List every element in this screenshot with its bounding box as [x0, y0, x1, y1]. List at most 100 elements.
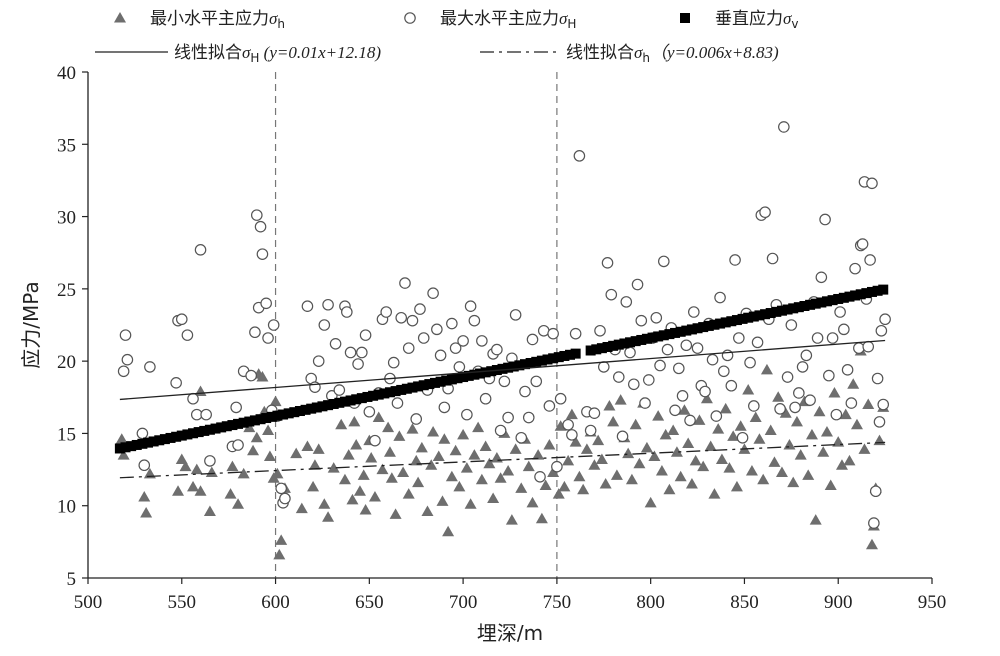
triangle-point-127 — [652, 410, 665, 421]
square-point-22 — [238, 417, 249, 428]
triangle-point-145 — [719, 402, 732, 414]
legend-label-2: 最大水平主应力σH — [440, 9, 576, 31]
square-point-2 — [126, 441, 137, 452]
square-point-68 — [497, 363, 508, 374]
square-point-94 — [653, 331, 664, 342]
circle-point-84 — [498, 375, 511, 388]
square-point-106 — [720, 317, 731, 328]
circle-point-139 — [718, 365, 730, 378]
circle-point-121 — [650, 311, 663, 324]
circle-point-185 — [871, 372, 884, 385]
triangle-point-104 — [565, 408, 578, 420]
square-point-25 — [255, 414, 266, 425]
square-point-3 — [131, 439, 142, 450]
y-tick-label-35: 35 — [57, 135, 76, 156]
triangle-point-138 — [693, 414, 706, 425]
triangle-point-56 — [383, 446, 396, 457]
triangle-point-159 — [772, 391, 785, 402]
circle-point-17 — [232, 439, 244, 451]
triangle-point-53 — [372, 411, 385, 423]
circle-point-8 — [175, 313, 188, 326]
circle-point-93 — [534, 470, 546, 483]
triangle-point-57 — [385, 472, 398, 483]
square-point-28 — [272, 410, 283, 421]
y-tick-label-40: 40 — [57, 63, 76, 84]
square-point-27 — [266, 411, 277, 422]
triangle-point-6 — [175, 453, 188, 464]
y-tick-label-30: 30 — [57, 208, 76, 229]
circle-point-59 — [402, 342, 415, 354]
circle-point-172 — [841, 364, 854, 376]
square-point-52 — [407, 382, 418, 393]
triangle-point-75 — [453, 480, 466, 492]
circle-point-123 — [657, 255, 670, 268]
triangle-point-93 — [522, 460, 535, 472]
circle-point-143 — [733, 332, 745, 344]
square-point-18 — [216, 422, 227, 433]
triangle-point-124 — [640, 441, 653, 453]
circle-point-36 — [312, 355, 325, 367]
square-point-71 — [514, 360, 525, 371]
triangle-point-28 — [271, 467, 284, 479]
triangle-point-43 — [342, 449, 355, 460]
square-point-8 — [159, 434, 170, 445]
square-point-49 — [390, 386, 401, 397]
circle-point-97 — [551, 460, 563, 473]
square-point-78 — [553, 352, 564, 363]
triangle-point-111 — [592, 434, 605, 446]
triangle-point-137 — [689, 454, 702, 466]
circle-point-83 — [494, 424, 507, 437]
circle-point-2 — [121, 353, 134, 366]
y-tick-label-10: 10 — [57, 497, 76, 518]
axes: 500 550 600 650 700 750 800 850 900 950 5 10 15 20 25 3… — [19, 63, 946, 645]
square-point-91 — [636, 334, 647, 345]
square-point-134 — [878, 284, 889, 295]
square-point-104 — [709, 319, 720, 330]
circle-point-88 — [515, 431, 528, 444]
circle-point-38 — [322, 298, 334, 311]
circle-point-122 — [654, 359, 666, 372]
square-point-15 — [199, 425, 210, 436]
circle-point-129 — [680, 339, 693, 352]
triangle-point-134 — [678, 404, 691, 415]
triangle-point-100 — [552, 488, 565, 499]
triangle-point-81 — [475, 473, 488, 485]
triangle-point-153 — [749, 411, 762, 423]
triangle-point-70 — [436, 495, 449, 506]
square-point-101 — [692, 323, 703, 334]
triangle-point-116 — [610, 469, 623, 480]
circle-point-41 — [333, 384, 346, 396]
triangle-point-149 — [734, 420, 747, 431]
triangle-point-103 — [562, 454, 575, 466]
series-circle — [117, 121, 891, 529]
triangle-point-86 — [494, 472, 507, 483]
circle-point-75 — [464, 300, 477, 313]
square-point-127 — [838, 292, 849, 303]
circle-point-160 — [796, 361, 809, 373]
circle-point-23 — [254, 220, 267, 233]
triangle-point-60 — [397, 466, 410, 477]
triangle-point-11 — [194, 485, 207, 496]
legend-swatch-circle — [404, 12, 416, 24]
circle-point-47 — [356, 346, 368, 359]
square-point-54 — [418, 380, 429, 391]
circle-point-20 — [249, 326, 261, 339]
triangle-point-45 — [348, 415, 361, 427]
square-point-21 — [233, 418, 244, 429]
square-point-112 — [754, 310, 765, 321]
triangle-point-148 — [730, 480, 743, 492]
square-point-128 — [844, 291, 855, 302]
circle-point-73 — [457, 335, 469, 347]
triangle-point-173 — [824, 479, 837, 490]
triangle-point-88 — [502, 465, 515, 476]
circle-point-37 — [318, 319, 331, 331]
square-point-109 — [737, 313, 748, 324]
triangle-point-130 — [663, 483, 676, 495]
square-point-73 — [525, 357, 536, 368]
circle-point-167 — [823, 369, 835, 382]
y-tick-label-5: 5 — [67, 569, 77, 590]
triangle-point-72 — [442, 525, 455, 537]
circle-point-131 — [688, 306, 700, 318]
circle-point-99 — [562, 418, 574, 431]
legend-item-4: 线性拟合σH (y=0.01x+12.18) — [95, 43, 381, 65]
